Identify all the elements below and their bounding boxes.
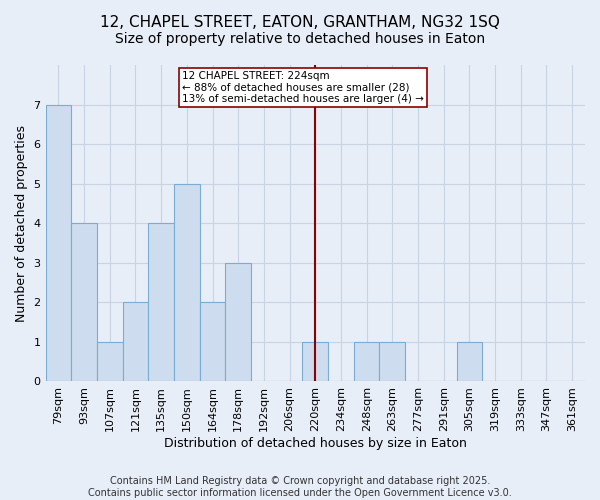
Bar [200,302,226,382]
Bar [122,302,148,382]
X-axis label: Distribution of detached houses by size in Eaton: Distribution of detached houses by size … [164,437,467,450]
Bar [97,342,122,382]
Bar [457,342,482,382]
Bar [226,263,251,382]
Text: Contains HM Land Registry data © Crown copyright and database right 2025.
Contai: Contains HM Land Registry data © Crown c… [88,476,512,498]
Text: Size of property relative to detached houses in Eaton: Size of property relative to detached ho… [115,32,485,46]
Bar [354,342,379,382]
Bar [174,184,200,382]
Text: 12 CHAPEL STREET: 224sqm
← 88% of detached houses are smaller (28)
13% of semi-d: 12 CHAPEL STREET: 224sqm ← 88% of detach… [182,71,424,104]
Text: 12, CHAPEL STREET, EATON, GRANTHAM, NG32 1SQ: 12, CHAPEL STREET, EATON, GRANTHAM, NG32… [100,15,500,30]
Y-axis label: Number of detached properties: Number of detached properties [15,124,28,322]
Bar [379,342,405,382]
Bar [148,223,174,382]
Bar [302,342,328,382]
Bar [46,104,71,382]
Bar [71,223,97,382]
